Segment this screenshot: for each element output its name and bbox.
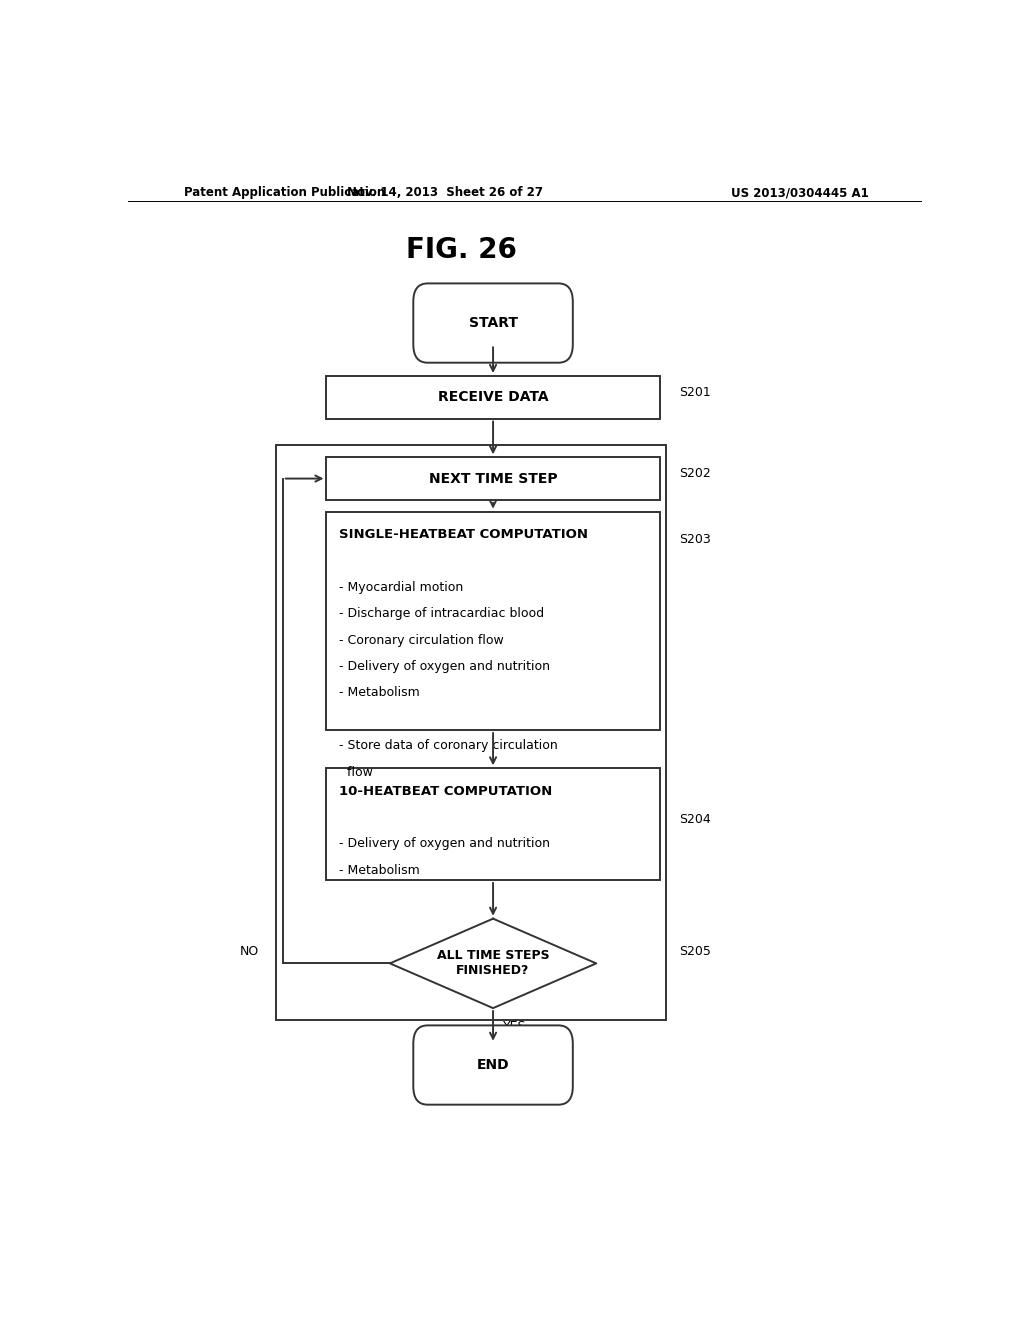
Text: NEXT TIME STEP: NEXT TIME STEP <box>429 471 557 486</box>
Bar <box>327 512 659 730</box>
Polygon shape <box>390 919 596 1008</box>
FancyBboxPatch shape <box>414 284 572 363</box>
Text: flow: flow <box>339 766 373 779</box>
Text: START: START <box>469 315 517 330</box>
Text: END: END <box>477 1059 509 1072</box>
Text: Patent Application Publication: Patent Application Publication <box>183 186 385 199</box>
Text: - Myocardial motion: - Myocardial motion <box>339 581 463 594</box>
Text: SINGLE-HEATBEAT COMPUTATION: SINGLE-HEATBEAT COMPUTATION <box>339 528 588 541</box>
Text: - Metabolism: - Metabolism <box>339 686 420 700</box>
Bar <box>327 768 659 880</box>
Text: FIG. 26: FIG. 26 <box>406 236 517 264</box>
Text: - Discharge of intracardiac blood: - Discharge of intracardiac blood <box>339 607 544 620</box>
Text: - Coronary circulation flow: - Coronary circulation flow <box>339 634 504 647</box>
Text: S203: S203 <box>680 533 712 546</box>
Bar <box>327 376 659 418</box>
Text: Nov. 14, 2013  Sheet 26 of 27: Nov. 14, 2013 Sheet 26 of 27 <box>347 186 544 199</box>
Text: - Metabolism: - Metabolism <box>339 863 420 876</box>
Text: S205: S205 <box>680 945 712 958</box>
Text: - Delivery of oxygen and nutrition: - Delivery of oxygen and nutrition <box>339 837 550 850</box>
Text: ALL TIME STEPS
FINISHED?: ALL TIME STEPS FINISHED? <box>437 949 549 977</box>
Bar <box>327 457 659 500</box>
Bar <box>276 445 666 1020</box>
Text: RECEIVE DATA: RECEIVE DATA <box>437 391 549 404</box>
FancyBboxPatch shape <box>414 1026 572 1105</box>
Text: US 2013/0304445 A1: US 2013/0304445 A1 <box>731 186 869 199</box>
Text: S201: S201 <box>680 385 712 399</box>
Text: S204: S204 <box>680 813 712 825</box>
Text: NO: NO <box>240 945 259 958</box>
Text: YES: YES <box>503 1020 526 1034</box>
Text: - Store data of coronary circulation: - Store data of coronary circulation <box>339 739 558 752</box>
Text: S202: S202 <box>680 467 712 480</box>
Text: - Delivery of oxygen and nutrition: - Delivery of oxygen and nutrition <box>339 660 550 673</box>
Text: 10-HEATBEAT COMPUTATION: 10-HEATBEAT COMPUTATION <box>339 784 552 797</box>
